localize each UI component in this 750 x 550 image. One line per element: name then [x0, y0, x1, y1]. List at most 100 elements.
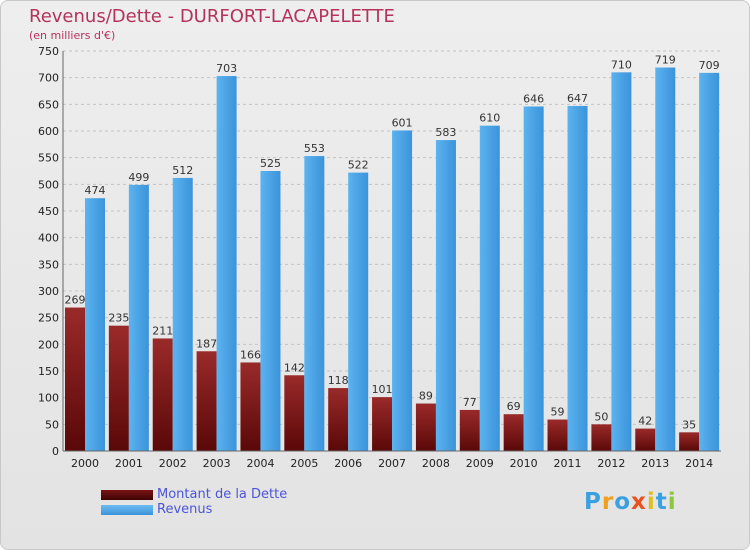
- bar-dette: [415, 403, 436, 451]
- bar-revenus: [479, 125, 500, 452]
- value-label-revenus: 522: [348, 159, 369, 172]
- x-tick-label: 2011: [554, 457, 582, 470]
- value-label-dette: 269: [65, 294, 86, 307]
- value-label-dette: 211: [152, 324, 173, 337]
- value-label-dette: 77: [463, 396, 477, 409]
- logo-letter: P: [584, 489, 602, 515]
- bar-dette: [328, 388, 349, 451]
- value-label-revenus: 474: [85, 184, 106, 197]
- x-tick-label: 2001: [115, 457, 143, 470]
- proxiti-logo: Proxiti: [584, 489, 677, 515]
- x-tick-label: 2006: [334, 457, 362, 470]
- x-tick-label: 2009: [466, 457, 494, 470]
- value-label-dette: 235: [108, 312, 129, 325]
- axes: 0501001502002503003504004505005506006507…: [38, 45, 721, 470]
- value-label-revenus: 719: [655, 54, 676, 67]
- bar-dette: [108, 325, 129, 451]
- legend-swatch-dette: [101, 490, 153, 500]
- x-tick-label: 2012: [597, 457, 625, 470]
- y-tick-label: 650: [38, 98, 59, 111]
- value-label-revenus: 553: [304, 142, 325, 155]
- bar-revenus: [260, 171, 281, 451]
- x-tick-label: 2007: [378, 457, 406, 470]
- logo-letter: o: [614, 489, 632, 515]
- value-label-revenus: 703: [216, 62, 237, 75]
- bars: 269 474 235 499 211 512 187 703 166 525 142 553 118 5…: [65, 54, 720, 452]
- y-tick-label: 350: [38, 258, 59, 271]
- logo-letter: i: [646, 489, 656, 515]
- value-label-dette: 50: [594, 410, 608, 423]
- bar-dette: [196, 351, 217, 451]
- bar-revenus: [128, 184, 149, 451]
- bar-dette: [65, 307, 85, 451]
- value-label-revenus: 601: [392, 116, 413, 129]
- y-tick-label: 700: [38, 72, 59, 85]
- x-tick-label: 2014: [685, 457, 713, 470]
- value-label-dette: 166: [240, 348, 261, 361]
- y-tick-label: 100: [38, 392, 59, 405]
- y-tick-label: 600: [38, 125, 59, 138]
- x-tick-label: 2003: [203, 457, 231, 470]
- bar-revenus: [655, 67, 676, 452]
- value-label-dette: 69: [507, 400, 521, 413]
- bar-revenus: [523, 106, 544, 451]
- y-tick-label: 400: [38, 232, 59, 245]
- bar-dette: [591, 424, 612, 451]
- x-tick-label: 2002: [159, 457, 187, 470]
- value-label-revenus: 647: [567, 92, 588, 105]
- bar-revenus: [216, 76, 237, 452]
- value-label-dette: 35: [682, 418, 696, 431]
- x-tick-label: 2008: [422, 457, 450, 470]
- bar-dette: [372, 397, 393, 451]
- bar-revenus: [348, 172, 369, 451]
- logo-letter: r: [601, 489, 615, 515]
- bar-dette: [635, 428, 656, 451]
- bar-dette: [240, 362, 261, 451]
- value-label-revenus: 525: [260, 157, 281, 170]
- bar-revenus: [435, 140, 456, 452]
- y-tick-label: 450: [38, 205, 59, 218]
- logo-letter: i: [667, 489, 677, 515]
- value-label-dette: 89: [419, 390, 433, 403]
- value-label-revenus: 610: [479, 112, 500, 125]
- bar-revenus: [611, 72, 632, 451]
- y-tick-label: 750: [38, 45, 59, 58]
- bar-revenus: [699, 72, 720, 451]
- value-label-dette: 118: [328, 374, 349, 387]
- y-tick-label: 500: [38, 178, 59, 191]
- value-label-revenus: 709: [699, 59, 720, 72]
- bar-revenus: [85, 198, 105, 451]
- chart-subtitle: (en milliers d'€): [29, 29, 116, 42]
- bar-dette: [284, 375, 305, 451]
- x-tick-label: 2000: [71, 457, 99, 470]
- value-label-dette: 101: [372, 383, 393, 396]
- value-label-dette: 59: [551, 406, 565, 419]
- x-tick-label: 2004: [246, 457, 274, 470]
- x-tick-label: 2010: [510, 457, 538, 470]
- value-label-revenus: 710: [611, 58, 632, 71]
- legend-label-dette: Montant de la Dette: [157, 487, 288, 502]
- bar-dette: [459, 409, 480, 451]
- bar-dette: [503, 414, 524, 451]
- value-label-revenus: 512: [172, 164, 193, 177]
- legend-swatch-revenus: [101, 505, 153, 515]
- logo-letter: t: [655, 489, 668, 515]
- value-label-revenus: 499: [128, 171, 149, 184]
- x-tick-label: 2013: [641, 457, 669, 470]
- bar-revenus: [567, 105, 588, 451]
- value-label-dette: 142: [284, 361, 305, 374]
- y-tick-label: 550: [38, 152, 59, 165]
- bar-revenus: [172, 177, 193, 451]
- y-tick-label: 50: [45, 418, 59, 431]
- chart-title: Revenus/Dette - DURFORT-LACAPELETTE: [29, 6, 395, 27]
- value-label-dette: 42: [638, 415, 652, 428]
- x-tick-label: 2005: [290, 457, 318, 470]
- legend-label-revenus: Revenus: [157, 502, 213, 517]
- y-tick-label: 300: [38, 285, 59, 298]
- y-tick-label: 150: [38, 365, 59, 378]
- bar-dette: [152, 338, 173, 451]
- bar-dette: [679, 432, 700, 451]
- bar-revenus: [392, 130, 413, 451]
